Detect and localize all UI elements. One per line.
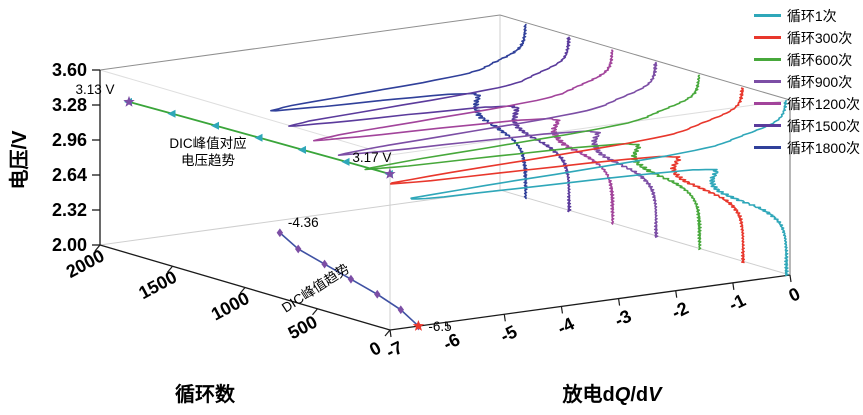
legend-swatch bbox=[753, 14, 781, 17]
box-edge bbox=[389, 99, 791, 156]
box-edge bbox=[389, 274, 791, 331]
svg-text:500: 500 bbox=[285, 312, 321, 344]
dqdv-curve-cycle-600 bbox=[364, 74, 702, 251]
box-edge bbox=[99, 69, 391, 156]
legend-swatch bbox=[753, 124, 781, 127]
box-edge bbox=[99, 189, 501, 246]
diamond-marker bbox=[295, 244, 302, 254]
voltage-axis-ticks: 3.60 3.28 2.96 2.64 2.32 2.00 bbox=[52, 60, 100, 255]
legend-label: 循环300次 bbox=[786, 29, 853, 46]
annotation-peak-dqdv-first-cycle: -6.5 bbox=[428, 319, 451, 334]
voltage-axis-title: 电压/V bbox=[8, 130, 31, 190]
legend-item-1: 循环1次 bbox=[753, 6, 860, 25]
svg-text:2.00: 2.00 bbox=[52, 235, 87, 255]
annotation-peak-voltage-last-cycle: 3.13 V bbox=[75, 82, 114, 97]
svg-text:-2: -2 bbox=[669, 298, 692, 323]
legend-swatch bbox=[753, 36, 781, 39]
triangle-marker bbox=[211, 121, 219, 130]
svg-text:DIC峰值趋势: DIC峰值趋势 bbox=[279, 261, 352, 316]
svg-text:电压/V: 电压/V bbox=[8, 130, 31, 190]
svg-text:-1: -1 bbox=[726, 290, 749, 315]
box-edge bbox=[99, 14, 501, 71]
svg-text:-6: -6 bbox=[440, 329, 463, 354]
svg-text:0: 0 bbox=[366, 338, 384, 360]
cycle-axis-title: 循环数 bbox=[175, 382, 236, 406]
dqdv-curve-cycle-1 bbox=[410, 99, 789, 277]
svg-text:-5: -5 bbox=[497, 321, 520, 346]
svg-text:2.64: 2.64 bbox=[52, 165, 87, 185]
dqdv-curve-cycle-1800 bbox=[270, 23, 528, 200]
triangle-marker bbox=[254, 133, 263, 142]
box-edge bbox=[499, 189, 791, 276]
legend-swatch bbox=[753, 80, 781, 83]
svg-text:-4: -4 bbox=[554, 314, 577, 339]
diamond-marker bbox=[276, 228, 284, 238]
diamond-marker bbox=[347, 274, 355, 284]
star-marker bbox=[412, 320, 425, 331]
dqdv-axis-ticks: -7 -6 -5 -4 -3 -2 -1 0 bbox=[383, 274, 803, 362]
triangle-marker bbox=[167, 109, 176, 118]
legend-label: 循环1800次 bbox=[786, 139, 860, 156]
star-marker bbox=[123, 95, 135, 107]
dqdv-curve-cycle-900 bbox=[337, 61, 659, 239]
dqdv-curve-cycle-1200 bbox=[313, 49, 615, 225]
legend-label: 循环1500次 bbox=[786, 117, 860, 134]
dqdv-curve-cycle-300 bbox=[390, 87, 746, 264]
legend-item-6: 循环1500次 bbox=[753, 116, 860, 135]
dqdv-curve-cycle-1500 bbox=[288, 36, 572, 213]
legend-swatch bbox=[753, 58, 781, 61]
diamond-marker bbox=[321, 259, 328, 269]
svg-text:-3: -3 bbox=[611, 306, 634, 331]
legend-label: 循环600次 bbox=[786, 51, 853, 68]
legend: 循环1次循环300次 循环600次 循环900次 循环1200次 循环1500次 循环18… bbox=[753, 6, 860, 157]
legend-label: 循环1200次 bbox=[786, 95, 860, 112]
legend-label: 循环1次 bbox=[786, 7, 837, 24]
svg-text:2.96: 2.96 bbox=[52, 130, 87, 150]
diamond-marker bbox=[374, 289, 381, 299]
triangle-marker bbox=[341, 157, 350, 166]
legend-swatch bbox=[753, 146, 781, 149]
voltage-trend-label-line1: DIC峰值对应 bbox=[169, 135, 246, 151]
legend-swatch bbox=[753, 102, 781, 105]
diamond-marker bbox=[397, 305, 404, 315]
svg-text:1500: 1500 bbox=[135, 267, 180, 303]
svg-text:3.60: 3.60 bbox=[52, 60, 87, 80]
svg-text:0: 0 bbox=[785, 283, 803, 305]
legend-item-7: 循环1800次 bbox=[753, 138, 860, 157]
legend-label: 循环900次 bbox=[786, 73, 853, 90]
annotation-peak-dqdv-last-cycle: -4.36 bbox=[288, 215, 319, 230]
legend-item-2: 循环300次 bbox=[753, 28, 860, 47]
dqdv-axis-title: 放电dQ/dV bbox=[562, 382, 664, 406]
box-edge bbox=[499, 14, 791, 101]
annotation-peak-voltage-first-cycle: 3.17 V bbox=[352, 150, 391, 165]
svg-text:1000: 1000 bbox=[208, 288, 253, 324]
voltage-trend-label-line2: 电压趋势 bbox=[181, 153, 235, 168]
legend-item-5: 循环1200次 bbox=[753, 94, 860, 113]
triangle-marker bbox=[298, 145, 306, 154]
svg-text:2.32: 2.32 bbox=[52, 200, 87, 220]
svg-text:3.28: 3.28 bbox=[52, 95, 87, 115]
legend-item-4: 循环900次 bbox=[753, 72, 860, 91]
peak-trend-label: DIC峰值趋势 bbox=[279, 261, 352, 316]
star-marker bbox=[384, 168, 396, 179]
legend-item-3: 循环600次 bbox=[753, 50, 860, 69]
svg-text:-7: -7 bbox=[383, 337, 406, 362]
